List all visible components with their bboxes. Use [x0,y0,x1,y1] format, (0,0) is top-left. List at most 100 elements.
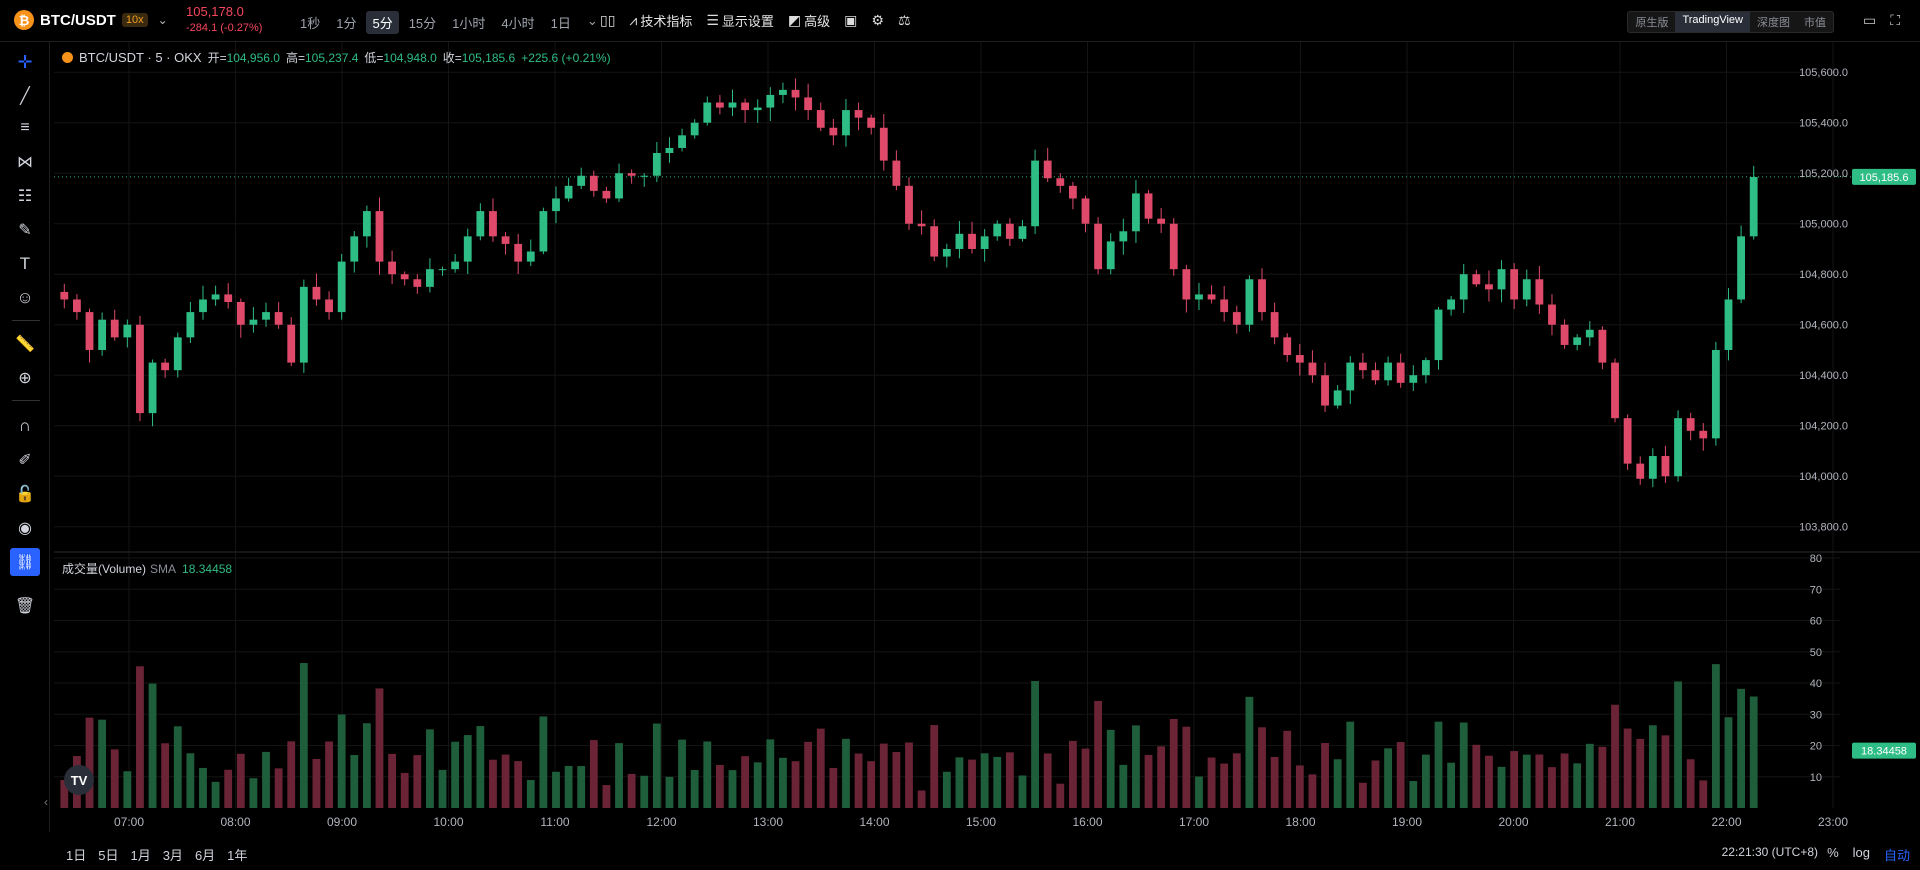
candle-body [589,175,598,191]
volume-axis[interactable]: 80 70 60 50 40 30 20 10 [1810,553,1822,784]
indicators-button[interactable]: ⩘ 技术指标 [629,11,692,30]
layout-icon[interactable]: ▭ [1862,12,1877,28]
interval-dropdown-chevron-icon[interactable]: ⌄ [586,13,598,28]
unlock-icon[interactable]: 🔓 [15,486,35,503]
volume-tick-label: 60 [1810,616,1822,628]
interval-1h[interactable]: 1小时 [452,16,486,31]
collapse-chevron-icon[interactable]: ‹ [44,795,48,809]
candle-body [842,110,850,136]
volume-bar [791,761,800,808]
volume-bar [1346,721,1355,808]
volume-bar [463,735,472,808]
zoom-in-icon[interactable]: ⊕ [18,370,32,387]
candle-body [665,147,674,154]
price-tick-label: 105,400.0 [1799,118,1848,130]
interval-1s[interactable]: 1秒 [300,16,321,31]
symbol-selector[interactable]: ₿ BTC/USDT 10x ⌄ [14,10,168,30]
candle-body [400,274,409,280]
trend-line-icon[interactable]: ╱ [20,88,30,105]
candle-body [627,173,636,176]
range-6m[interactable]: 6月 [194,848,216,863]
range-5d[interactable]: 5日 [98,848,119,863]
open-label: 开= [207,51,227,65]
text-tool-icon[interactable]: T [19,254,31,273]
horizontal-lines-icon[interactable]: ≡ [20,119,30,136]
view-market-cap[interactable]: 市值 [1804,17,1826,29]
snapshot-icon[interactable]: ▣ [844,12,858,28]
interval-1m[interactable]: 1分 [336,16,357,31]
volume-bar [1119,764,1128,808]
candle-body [1308,362,1317,376]
view-tradingview[interactable]: TradingView [1675,12,1750,32]
interval-4h[interactable]: 4小时 [501,16,535,31]
gear-icon[interactable]: ⚙ [871,12,884,28]
volume-bar [1384,748,1392,808]
pattern-icon[interactable]: ⋈ [17,154,33,171]
lock-drawing-icon[interactable]: ✐ [18,452,32,469]
time-axis[interactable]: 07:00 08:00 09:00 10:00 11:00 12:00 13:00 14:00… [114,815,1848,829]
magnet-icon[interactable]: ∩ [18,416,32,435]
candle-body [1459,274,1468,300]
link-icon[interactable]: ⛓ [10,548,40,576]
volume-bar [1699,780,1708,808]
price-summary: 105,178.0 -284.1 (-0.27%) [186,4,262,36]
log-toggle[interactable]: log [1852,845,1870,860]
volume-bar [1623,728,1632,808]
price-tick-label: 105,200.0 [1799,168,1848,180]
range-buttons: 1日 5日 1月 3月 6月 1年 [66,845,247,864]
price-axis[interactable]: 105,600.0 105,400.0 105,200.0 105,000.0 104,… [1799,67,1848,534]
eye-icon[interactable]: ◉ [18,520,32,537]
volume-bar [413,755,422,808]
fib-icon[interactable]: ☷ [17,188,33,205]
candle-body [728,102,737,108]
candle-body [1245,279,1254,325]
volume-tick-label: 70 [1810,584,1822,596]
emoji-icon[interactable]: ☺ [16,288,34,307]
volume-tick-label: 50 [1810,647,1822,659]
volume-bar [539,716,548,808]
volume-bar [766,739,775,808]
auto-toggle[interactable]: 自动 [1883,848,1910,863]
candle-body [892,160,901,186]
scale-balance-icon[interactable]: ⚖ [897,12,911,28]
volume-bar [1573,763,1582,808]
volume-bar [362,723,371,808]
interval-5m[interactable]: 5分 [366,11,399,34]
interval-1d[interactable]: 1日 [550,16,571,31]
volume-bar [854,753,863,808]
fullscreen-icon[interactable]: ⛶ [1890,12,1900,28]
candle-body [993,223,1002,237]
volume-bar [1409,781,1418,808]
display-settings-button[interactable]: ☰ 显示设置 [706,11,774,30]
brush-icon[interactable]: ✎ [18,222,32,239]
range-1d[interactable]: 1日 [66,848,87,863]
candle-type-icon[interactable]: ▯▯ [600,12,616,28]
ruler-icon[interactable]: 📏 [15,336,35,353]
candle-body [1031,160,1039,227]
trash-icon[interactable]: 🗑 [14,598,36,615]
range-1y[interactable]: 1年 [227,848,248,863]
price-tick-label: 104,400.0 [1799,370,1848,382]
candle-body [1005,223,1014,239]
percent-toggle[interactable]: % [1827,845,1839,860]
range-1m[interactable]: 1月 [130,848,151,863]
coin-dot-icon [62,52,73,63]
interval-15m[interactable]: 15分 [408,16,437,31]
crosshair-icon[interactable]: ✛ [17,51,33,72]
view-native[interactable]: 原生版 [1635,17,1669,29]
volume-bar [1308,774,1317,808]
volume-tick-label: 10 [1810,772,1822,784]
chevron-down-icon[interactable]: ⌄ [157,13,168,27]
candle-body [1510,269,1519,300]
volume-bar [1749,696,1758,808]
advanced-button[interactable]: ◩ 高级 [788,11,830,30]
price-legend: BTC/USDT · 5 · OKX 开=104,956.0 高=105,237… [62,49,611,66]
range-3m[interactable]: 3月 [162,848,183,863]
price-tick-label: 104,000.0 [1799,471,1848,483]
volume-bar [400,772,409,808]
high-label: 高= [285,51,305,65]
tradingview-logo[interactable]: TV [64,765,94,795]
close-value: 105,185.6 [461,51,516,65]
view-depth[interactable]: 深度图 [1757,17,1790,29]
